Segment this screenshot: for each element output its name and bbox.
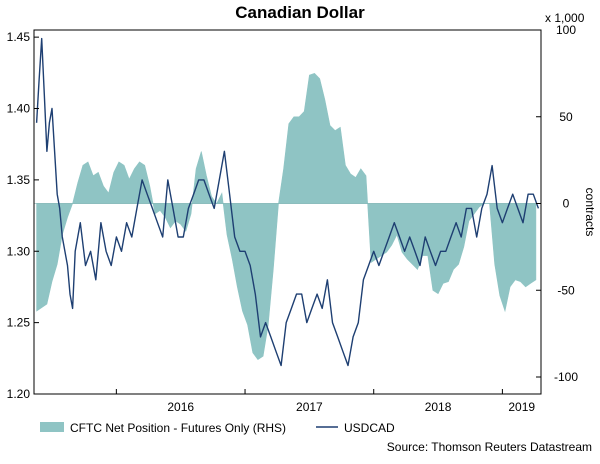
x-tick-label: 2016 bbox=[167, 400, 194, 414]
x-tick-label: 2019 bbox=[508, 400, 535, 414]
left-tick-label: 1.20 bbox=[7, 387, 31, 401]
left-tick-label: 1.30 bbox=[7, 244, 31, 258]
legend-swatch-cftc bbox=[40, 422, 64, 432]
x-tick-label: 2018 bbox=[425, 400, 452, 414]
right-tick-label: 100 bbox=[556, 23, 576, 37]
x-axis: 2016 2017 2018 2019 bbox=[115, 389, 535, 414]
right-tick-label: 0 bbox=[563, 197, 570, 211]
left-axis: 1.45 1.40 1.35 1.30 1.25 1.20 bbox=[7, 30, 39, 401]
right-axis-label: contracts bbox=[583, 188, 597, 237]
legend-label-cftc: CFTC Net Position - Futures Only (RHS) bbox=[70, 421, 286, 435]
right-axis: 100 50 0 -50 -100 bbox=[536, 23, 578, 384]
cftc-area-layer bbox=[36, 73, 537, 361]
legend: CFTC Net Position - Futures Only (RHS) U… bbox=[40, 421, 395, 435]
cftc-net-position-area bbox=[36, 73, 537, 361]
plot-frame bbox=[33, 29, 542, 395]
usdcad-line bbox=[35, 37, 540, 367]
left-tick-label: 1.35 bbox=[7, 173, 31, 187]
legend-label-usdcad: USDCAD bbox=[344, 421, 395, 435]
source-note: Source: Thomson Reuters Datastream bbox=[387, 440, 592, 454]
right-axis-unit: x 1,000 bbox=[545, 11, 585, 25]
x-tick-label: 2017 bbox=[296, 400, 323, 414]
usdcad-line-layer bbox=[35, 37, 540, 367]
right-tick-label: -100 bbox=[554, 370, 578, 384]
left-tick-label: 1.45 bbox=[7, 30, 31, 44]
left-tick-label: 1.25 bbox=[7, 316, 31, 330]
right-tick-label: 50 bbox=[559, 110, 573, 124]
chart-title: Canadian Dollar bbox=[235, 3, 365, 22]
left-tick-label: 1.40 bbox=[7, 102, 31, 116]
right-tick-label: -50 bbox=[557, 283, 575, 297]
